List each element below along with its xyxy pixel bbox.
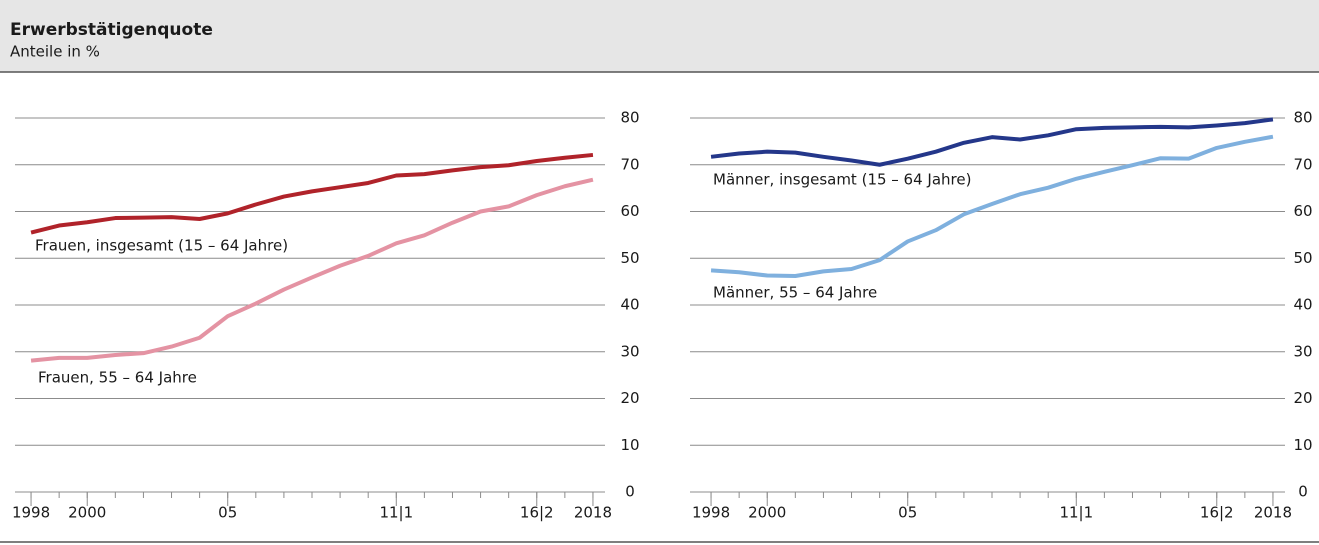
series-line (30, 152, 594, 235)
series-line (710, 134, 1274, 279)
series-label: Männer, insgesamt (15 – 64 Jahre) (713, 171, 971, 189)
x-tick-label: 16|2 (520, 504, 554, 522)
y-tick-label: 10 (620, 436, 639, 454)
y-tick-label: 50 (1293, 249, 1312, 267)
y-tick-label: 80 (1293, 109, 1312, 127)
x-tick-label: 2000 (68, 504, 106, 522)
x-tick-label: 05 (898, 504, 917, 522)
series-label: Frauen, 55 – 64 Jahre (38, 369, 197, 387)
chart-title: Erwerbstätigenquote (10, 20, 213, 40)
series-line (710, 117, 1274, 167)
x-tick-label: 16|2 (1200, 504, 1234, 522)
y-tick-label: 60 (1293, 202, 1312, 220)
chart-subtitle: Anteile in % (10, 43, 100, 61)
x-tick-label: 1998 (12, 504, 50, 522)
x-tick-label: 2000 (748, 504, 786, 522)
y-tick-label: 30 (1293, 342, 1312, 360)
y-tick-label: 60 (620, 202, 639, 220)
y-tick-label: 0 (625, 483, 635, 501)
x-tick-label: 1998 (692, 504, 730, 522)
y-tick-label: 0 (1298, 483, 1308, 501)
x-tick-label: 11|1 (379, 504, 413, 522)
x-tick-label: 05 (218, 504, 237, 522)
series-line (30, 177, 594, 363)
y-tick-label: 10 (1293, 436, 1312, 454)
series-label: Frauen, insgesamt (15 – 64 Jahre) (35, 237, 288, 255)
y-tick-label: 40 (620, 296, 639, 314)
y-tick-label: 80 (620, 109, 639, 127)
x-tick-label: 2018 (1254, 504, 1292, 522)
series-label: Männer, 55 – 64 Jahre (713, 284, 877, 302)
header-band (0, 0, 1319, 72)
y-tick-label: 40 (1293, 296, 1312, 314)
y-tick-label: 20 (620, 389, 639, 407)
y-tick-label: 50 (620, 249, 639, 267)
x-tick-label: 11|1 (1059, 504, 1093, 522)
y-tick-label: 30 (620, 342, 639, 360)
y-tick-label: 20 (1293, 389, 1312, 407)
x-tick-label: 2018 (574, 504, 612, 522)
y-tick-label: 70 (1293, 155, 1312, 173)
y-tick-label: 70 (620, 155, 639, 173)
